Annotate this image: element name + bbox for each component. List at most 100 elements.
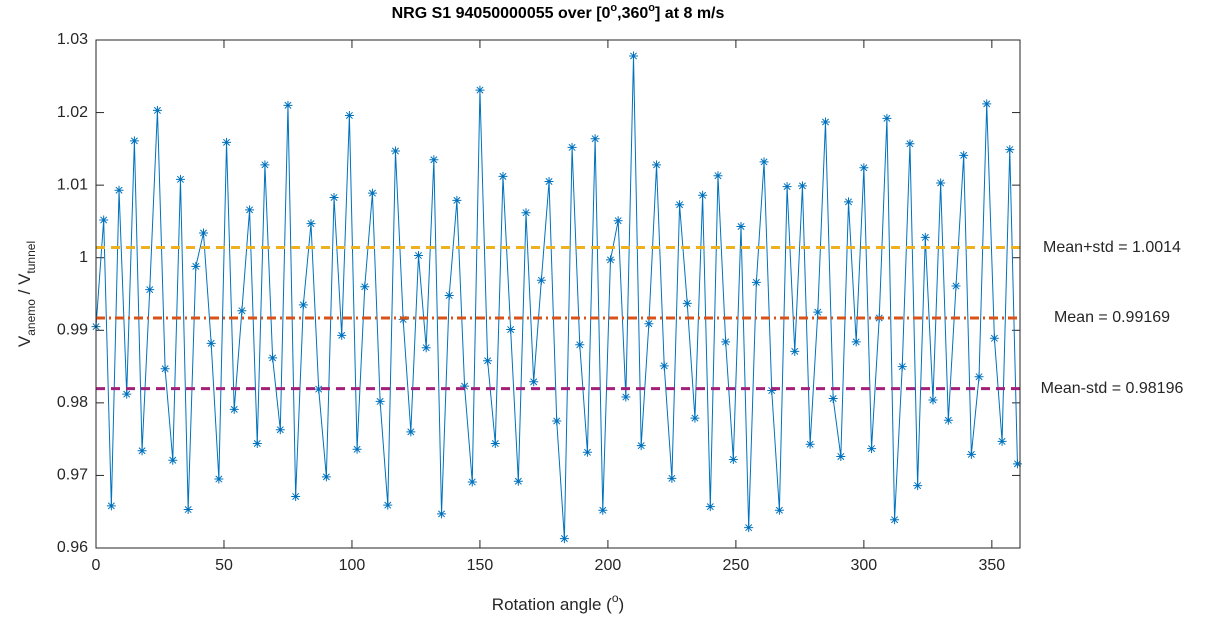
asterisk-marker: [605, 255, 615, 265]
asterisk-marker: [897, 362, 907, 372]
asterisk-marker: [360, 282, 370, 292]
asterisk-marker: [989, 333, 999, 343]
asterisk-marker: [774, 505, 784, 515]
asterisk-marker: [813, 307, 823, 317]
asterisk-marker: [859, 163, 869, 173]
asterisk-marker: [506, 325, 516, 335]
asterisk-marker: [667, 473, 677, 483]
asterisk-marker: [160, 364, 170, 374]
asterisk-marker: [383, 500, 393, 510]
reference-label: Mean = 0.99169: [1054, 309, 1170, 326]
asterisk-marker: [598, 505, 608, 515]
asterisk-marker: [321, 472, 331, 482]
asterisk-marker: [790, 346, 800, 356]
x-tick-label: 200: [595, 557, 622, 574]
y-tick-label: 0.97: [57, 467, 88, 484]
asterisk-marker: [943, 415, 953, 425]
asterisk-marker: [260, 160, 270, 170]
asterisk-marker: [913, 481, 923, 491]
asterisk-marker: [590, 134, 600, 144]
asterisk-marker: [145, 285, 155, 295]
asterisk-marker: [644, 319, 654, 329]
asterisk-marker: [129, 136, 139, 146]
asterisk-marker: [183, 505, 193, 515]
asterisk-marker: [406, 427, 416, 437]
asterisk-marker: [905, 139, 915, 149]
title-part: ] at 8 m/s: [655, 5, 724, 22]
y-tick-label: 1: [79, 249, 88, 266]
asterisk-marker: [390, 146, 400, 156]
asterisk-marker: [529, 377, 539, 387]
title-part: o: [648, 2, 655, 14]
y-axis-label: Vanemo / Vtunnel: [15, 241, 38, 347]
asterisk-marker: [920, 232, 930, 242]
asterisk-marker: [728, 454, 738, 464]
asterisk-marker: [828, 394, 838, 404]
asterisk-marker: [199, 228, 209, 238]
asterisk-marker: [890, 515, 900, 525]
asterisk-marker: [721, 337, 731, 347]
asterisk-marker: [237, 306, 247, 316]
xlabel-part: Rotation angle (: [492, 595, 612, 614]
x-tick-label: 100: [339, 557, 366, 574]
asterisk-marker: [636, 441, 646, 451]
asterisk-marker: [252, 438, 262, 448]
ylabel-part: anemo: [24, 299, 38, 336]
asterisk-marker: [314, 384, 324, 394]
asterisk-marker: [214, 474, 224, 484]
asterisk-marker: [959, 150, 969, 160]
asterisk-marker: [475, 85, 485, 95]
chart-title: NRG S1 94050000055 over [0o,360o] at 8 m…: [392, 2, 725, 22]
asterisk-marker: [820, 117, 830, 127]
asterisk-marker: [675, 200, 685, 210]
y-tick-label: 1.01: [57, 176, 88, 193]
reference-label: Mean+std = 1.0014: [1043, 239, 1181, 256]
ylabel-part: tunnel: [24, 241, 38, 274]
asterisk-marker: [936, 178, 946, 188]
asterisk-marker: [367, 188, 377, 198]
asterisk-marker: [867, 444, 877, 454]
asterisk-marker: [759, 157, 769, 167]
asterisk-marker: [536, 275, 546, 285]
asterisk-marker: [99, 215, 109, 225]
asterisk-marker: [567, 142, 577, 152]
asterisk-marker: [705, 502, 715, 512]
asterisk-marker: [467, 477, 477, 487]
asterisk-marker: [736, 222, 746, 232]
asterisk-marker: [222, 137, 232, 147]
asterisk-marker: [582, 447, 592, 457]
asterisk-marker: [767, 386, 777, 396]
x-axis-label: Rotation angle (o): [492, 591, 624, 614]
asterisk-marker: [437, 509, 447, 519]
asterisk-marker: [460, 381, 470, 391]
asterisk-marker: [982, 99, 992, 109]
title-part: ,360: [617, 5, 648, 22]
asterisk-marker: [421, 343, 431, 353]
asterisk-marker: [974, 372, 984, 382]
y-tick-label: 0.96: [57, 539, 88, 556]
axes-box: [95, 39, 1021, 549]
asterisk-marker: [114, 185, 124, 195]
x-tick-label: 150: [467, 557, 494, 574]
title-part: o: [610, 2, 617, 14]
asterisk-marker: [951, 281, 961, 291]
reference-label: Mean-std = 0.98196: [1041, 380, 1184, 397]
asterisk-marker: [629, 51, 639, 61]
asterisk-marker: [137, 446, 147, 456]
asterisk-marker: [659, 361, 669, 371]
asterisk-marker: [805, 439, 815, 449]
asterisk-marker: [268, 353, 278, 363]
asterisk-marker: [751, 277, 761, 287]
asterisk-marker: [275, 425, 285, 435]
asterisk-marker: [483, 356, 493, 366]
asterisk-marker: [429, 155, 439, 165]
asterisk-marker: [782, 182, 792, 192]
asterisk-marker: [1012, 459, 1022, 469]
plot-area: [96, 40, 1020, 548]
asterisk-marker: [498, 171, 508, 181]
x-tick-label: 50: [215, 557, 233, 574]
asterisk-marker: [206, 338, 216, 348]
x-tick-label: 0: [92, 557, 101, 574]
asterisk-marker: [375, 396, 385, 406]
